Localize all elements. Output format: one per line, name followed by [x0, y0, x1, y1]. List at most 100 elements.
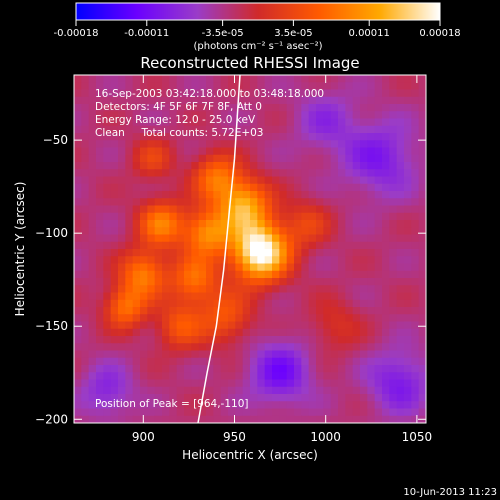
- heatmap-cell: [125, 96, 134, 105]
- heatmap-cell: [286, 321, 295, 330]
- heatmap-cell: [169, 133, 178, 141]
- heatmap-cell: [396, 343, 405, 352]
- heatmap-cell: [213, 241, 222, 250]
- heatmap-cell: [396, 82, 405, 91]
- heatmap-cell: [103, 227, 112, 236]
- heatmap-cell: [162, 408, 170, 417]
- heatmap-cell: [147, 89, 156, 98]
- heatmap-cell: [367, 96, 376, 105]
- heatmap-cell: [206, 89, 214, 98]
- heatmap-cell: [286, 234, 295, 243]
- heatmap-cell: [206, 147, 214, 156]
- heatmap-cell: [81, 415, 90, 423]
- heatmap-cell: [125, 111, 134, 120]
- heatmap-cell: [301, 292, 310, 301]
- heatmap-cell: [81, 241, 90, 250]
- heatmap-cell: [169, 183, 178, 192]
- heatmap-cell: [81, 118, 90, 127]
- heatmap-cell: [418, 227, 426, 236]
- heatmap-cell: [264, 343, 273, 352]
- heatmap-cell: [264, 278, 273, 286]
- heatmap-cell: [176, 394, 185, 402]
- heatmap-cell: [198, 379, 207, 388]
- heatmap-cell: [235, 350, 244, 359]
- heatmap-cell: [88, 285, 97, 294]
- heatmap-cell: [228, 133, 236, 141]
- heatmap-cell: [286, 249, 295, 257]
- heatmap-cell: [374, 408, 383, 417]
- heatmap-cell: [294, 118, 302, 127]
- heatmap-cell: [411, 292, 420, 301]
- heatmap-cell: [338, 176, 346, 185]
- heatmap-cell: [367, 220, 376, 228]
- heatmap-cell: [96, 328, 104, 337]
- heatmap-cell: [228, 328, 236, 337]
- heatmap-cell: [272, 140, 280, 149]
- heatmap-cell: [103, 118, 112, 127]
- heatmap-cell: [242, 350, 251, 359]
- heatmap-cell: [250, 292, 258, 301]
- heatmap-cell: [125, 234, 134, 243]
- heatmap-cell: [345, 183, 354, 192]
- heatmap-cell: [323, 343, 332, 352]
- heatmap-cell: [323, 104, 332, 112]
- heatmap-cell: [323, 227, 332, 236]
- heatmap-cell: [162, 241, 170, 250]
- heatmap-cell: [418, 285, 426, 294]
- heatmap-cell: [352, 372, 361, 381]
- heatmap-cell: [88, 357, 97, 366]
- heatmap-cell: [132, 133, 141, 141]
- heatmap-cell: [228, 191, 236, 199]
- heatmap-cell: [279, 147, 288, 156]
- heatmap-cell: [220, 401, 229, 410]
- heatmap-cell: [330, 256, 339, 265]
- heatmap-cell: [154, 372, 163, 381]
- heatmap-cell: [308, 256, 317, 265]
- heatmap-cell: [316, 96, 324, 105]
- heatmap-cell: [264, 379, 273, 388]
- heatmap-cell: [279, 89, 288, 98]
- heatmap-cell: [169, 191, 178, 199]
- heatmap-cell: [118, 125, 126, 134]
- heatmap-cell: [374, 336, 383, 344]
- heatmap-cell: [396, 321, 405, 330]
- heatmap-cell: [323, 241, 332, 250]
- heatmap-cell: [184, 256, 192, 265]
- heatmap-cell: [316, 205, 324, 214]
- heatmap-cell: [132, 263, 141, 272]
- heatmap-cell: [162, 154, 170, 163]
- heatmap-cell: [301, 154, 310, 163]
- heatmap-cell: [147, 234, 156, 243]
- heatmap-cell: [272, 285, 280, 294]
- heatmap-cell: [418, 198, 426, 207]
- heatmap-cell: [198, 169, 207, 178]
- heatmap-cell: [257, 241, 266, 250]
- heatmap-cell: [169, 270, 178, 279]
- heatmap-cell: [345, 270, 354, 279]
- heatmap-cell: [140, 336, 148, 344]
- heatmap-cell: [250, 183, 258, 192]
- heatmap-cell: [176, 386, 185, 395]
- heatmap-cell: [103, 133, 112, 141]
- heatmap-cell: [301, 394, 310, 402]
- heatmap-cell: [162, 263, 170, 272]
- heatmap-cell: [389, 118, 398, 127]
- heatmap-cell: [110, 415, 119, 423]
- heatmap-cell: [154, 343, 163, 352]
- heatmap-cell: [88, 75, 97, 83]
- heatmap-cell: [154, 263, 163, 272]
- heatmap-cell: [132, 111, 141, 120]
- heatmap-cell: [389, 227, 398, 236]
- heatmap-cell: [250, 270, 258, 279]
- heatmap-cell: [279, 379, 288, 388]
- heatmap-cell: [338, 270, 346, 279]
- heatmap-cell: [213, 307, 222, 315]
- annotation-energy-range: Energy Range: 12.0 - 25.0 keV: [95, 114, 256, 126]
- heatmap-cell: [81, 176, 90, 185]
- heatmap-cell: [103, 263, 112, 272]
- heatmap-cell: [74, 307, 82, 315]
- heatmap-cell: [389, 292, 398, 301]
- heatmap-cell: [418, 96, 426, 105]
- heatmap-cell: [338, 292, 346, 301]
- heatmap-cell: [308, 270, 317, 279]
